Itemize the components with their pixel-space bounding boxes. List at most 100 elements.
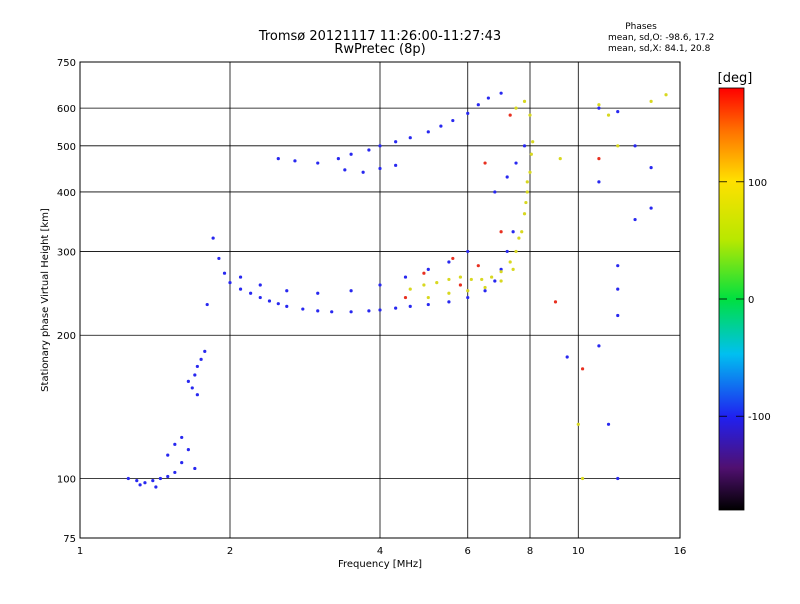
- data-point-O: [403, 275, 408, 279]
- y-tick-label: 500: [57, 142, 76, 153]
- data-point-O: [276, 302, 280, 306]
- colorbar-tick-label: -100: [748, 412, 771, 423]
- data-point-X: [558, 157, 562, 161]
- data-point-O: [316, 309, 320, 313]
- data-point-X: [528, 113, 532, 117]
- echo-points: [126, 91, 668, 489]
- data-point-X: [514, 106, 518, 110]
- data-point-O: [514, 161, 518, 165]
- data-point-X: [522, 212, 527, 216]
- data-point-other: [597, 157, 601, 161]
- data-point-X: [525, 180, 529, 184]
- data-point-O: [316, 291, 320, 295]
- data-point-X: [499, 270, 503, 274]
- y-tick-label: 200: [57, 331, 76, 342]
- data-point-O: [505, 175, 509, 179]
- data-point-other: [403, 295, 408, 300]
- data-point-O: [367, 309, 371, 313]
- data-point-X: [480, 277, 484, 282]
- data-point-O: [330, 310, 334, 314]
- data-point-O: [222, 271, 227, 275]
- data-point-O: [158, 476, 163, 481]
- data-point-O: [378, 283, 382, 287]
- data-point-O: [597, 106, 601, 110]
- x-tick-label: 1: [77, 546, 83, 557]
- data-point-O: [408, 304, 412, 308]
- data-point-O: [173, 470, 177, 475]
- data-point-X: [664, 93, 668, 97]
- data-point-O: [180, 435, 184, 440]
- data-point-O: [394, 163, 398, 167]
- y-axis-label: Stationary phase Virtual Height [km]: [40, 208, 51, 392]
- data-point-O: [138, 483, 142, 487]
- data-point-O: [285, 304, 289, 308]
- data-point-X: [422, 283, 426, 287]
- data-point-other: [553, 300, 558, 304]
- data-point-O: [505, 249, 509, 254]
- phase-header: Phases: [625, 22, 657, 32]
- data-point-X: [529, 152, 533, 156]
- data-point-O: [394, 140, 398, 144]
- data-point-O: [408, 136, 412, 140]
- data-point-O: [238, 287, 243, 291]
- data-point-O: [499, 267, 503, 272]
- data-point-X: [576, 422, 580, 426]
- y-tick-label: 400: [57, 188, 76, 199]
- data-point-O: [493, 190, 497, 194]
- data-point-X: [524, 200, 528, 205]
- data-point-other: [580, 367, 585, 371]
- data-point-O: [195, 364, 199, 369]
- x-tick-labels: 1 2 4 6 8 10 16: [77, 546, 687, 557]
- data-point-O: [394, 306, 398, 310]
- data-point-O: [205, 302, 209, 307]
- data-point-O: [476, 103, 480, 107]
- data-point-X: [580, 476, 585, 481]
- data-point-O: [439, 124, 443, 128]
- data-point-O: [316, 161, 320, 165]
- data-point-O: [649, 206, 653, 210]
- data-point-other: [422, 271, 426, 275]
- data-point-O: [633, 144, 637, 148]
- data-point-X: [469, 277, 473, 282]
- data-point-O: [199, 357, 203, 361]
- data-point-O: [597, 344, 601, 348]
- chart-title: Tromsø 20121117 11:26:00-11:27:43: [258, 29, 501, 44]
- data-point-O: [186, 379, 190, 383]
- data-point-O: [378, 144, 382, 148]
- data-point-O: [426, 267, 430, 272]
- data-point-O: [499, 91, 503, 95]
- y-tick-label: 300: [57, 247, 76, 258]
- data-point-O: [649, 166, 653, 170]
- x-tick-label: 16: [674, 546, 687, 557]
- data-point-O: [633, 217, 637, 222]
- data-point-X: [597, 103, 601, 107]
- data-point-other: [499, 230, 503, 234]
- chart-subtitle: RwPretec (8p): [334, 42, 425, 57]
- data-point-O: [493, 279, 497, 283]
- data-point-X: [499, 279, 503, 283]
- data-point-X: [508, 260, 512, 264]
- data-point-O: [606, 422, 611, 426]
- data-point-O: [186, 448, 190, 452]
- y-tick-label: 75: [63, 534, 76, 545]
- colorbar-tick-label: 100: [748, 178, 767, 189]
- data-point-O: [193, 466, 197, 471]
- x-tick-label: 6: [465, 546, 471, 557]
- y-tick-labels: 75 100 200 300 400 500 600 750: [57, 58, 76, 545]
- data-point-O: [154, 485, 158, 489]
- colorbar-unit-label: [deg]: [718, 71, 753, 86]
- data-point-other: [508, 113, 512, 117]
- x-tick-label: 8: [527, 546, 533, 557]
- phase-x-stats: mean, sd,X: 84.1, 20.8: [608, 44, 711, 54]
- data-point-X: [649, 99, 653, 103]
- grid-lines: [79, 61, 681, 539]
- data-point-O: [276, 157, 280, 161]
- data-point-O: [466, 295, 470, 300]
- data-point-O: [616, 264, 620, 268]
- data-point-O: [426, 130, 430, 134]
- data-point-X: [511, 267, 515, 272]
- data-point-X: [458, 275, 463, 279]
- data-point-O: [135, 479, 139, 483]
